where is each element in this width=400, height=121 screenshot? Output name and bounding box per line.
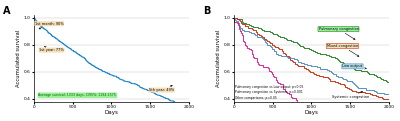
Text: Pulmonary congestion vs Low output: p<0.05
Pulmonary congestion vs Systemic: p<0: Pulmonary congestion vs Low output: p<0.… xyxy=(235,85,304,100)
Text: Pulmonary congestion: Pulmonary congestion xyxy=(318,27,358,39)
Text: 1st year: 77%: 1st year: 77% xyxy=(39,46,64,52)
Text: 5th year: 49%: 5th year: 49% xyxy=(149,85,174,92)
Text: Mixed congestion: Mixed congestion xyxy=(327,44,359,56)
Text: A: A xyxy=(3,6,10,16)
X-axis label: Days: Days xyxy=(104,110,118,115)
Text: 1st month: 90%: 1st month: 90% xyxy=(35,22,64,29)
Text: Low output: Low output xyxy=(342,64,366,69)
Y-axis label: Accumulated survival: Accumulated survival xyxy=(216,30,221,87)
Text: Systemic congestion: Systemic congestion xyxy=(332,91,369,99)
X-axis label: Days: Days xyxy=(304,110,318,115)
Y-axis label: Accumulated survival: Accumulated survival xyxy=(16,30,21,87)
Text: B: B xyxy=(203,6,210,16)
Text: Average survival: 1333 days. CI95%: 1194-1575: Average survival: 1333 days. CI95%: 1194… xyxy=(38,93,116,97)
